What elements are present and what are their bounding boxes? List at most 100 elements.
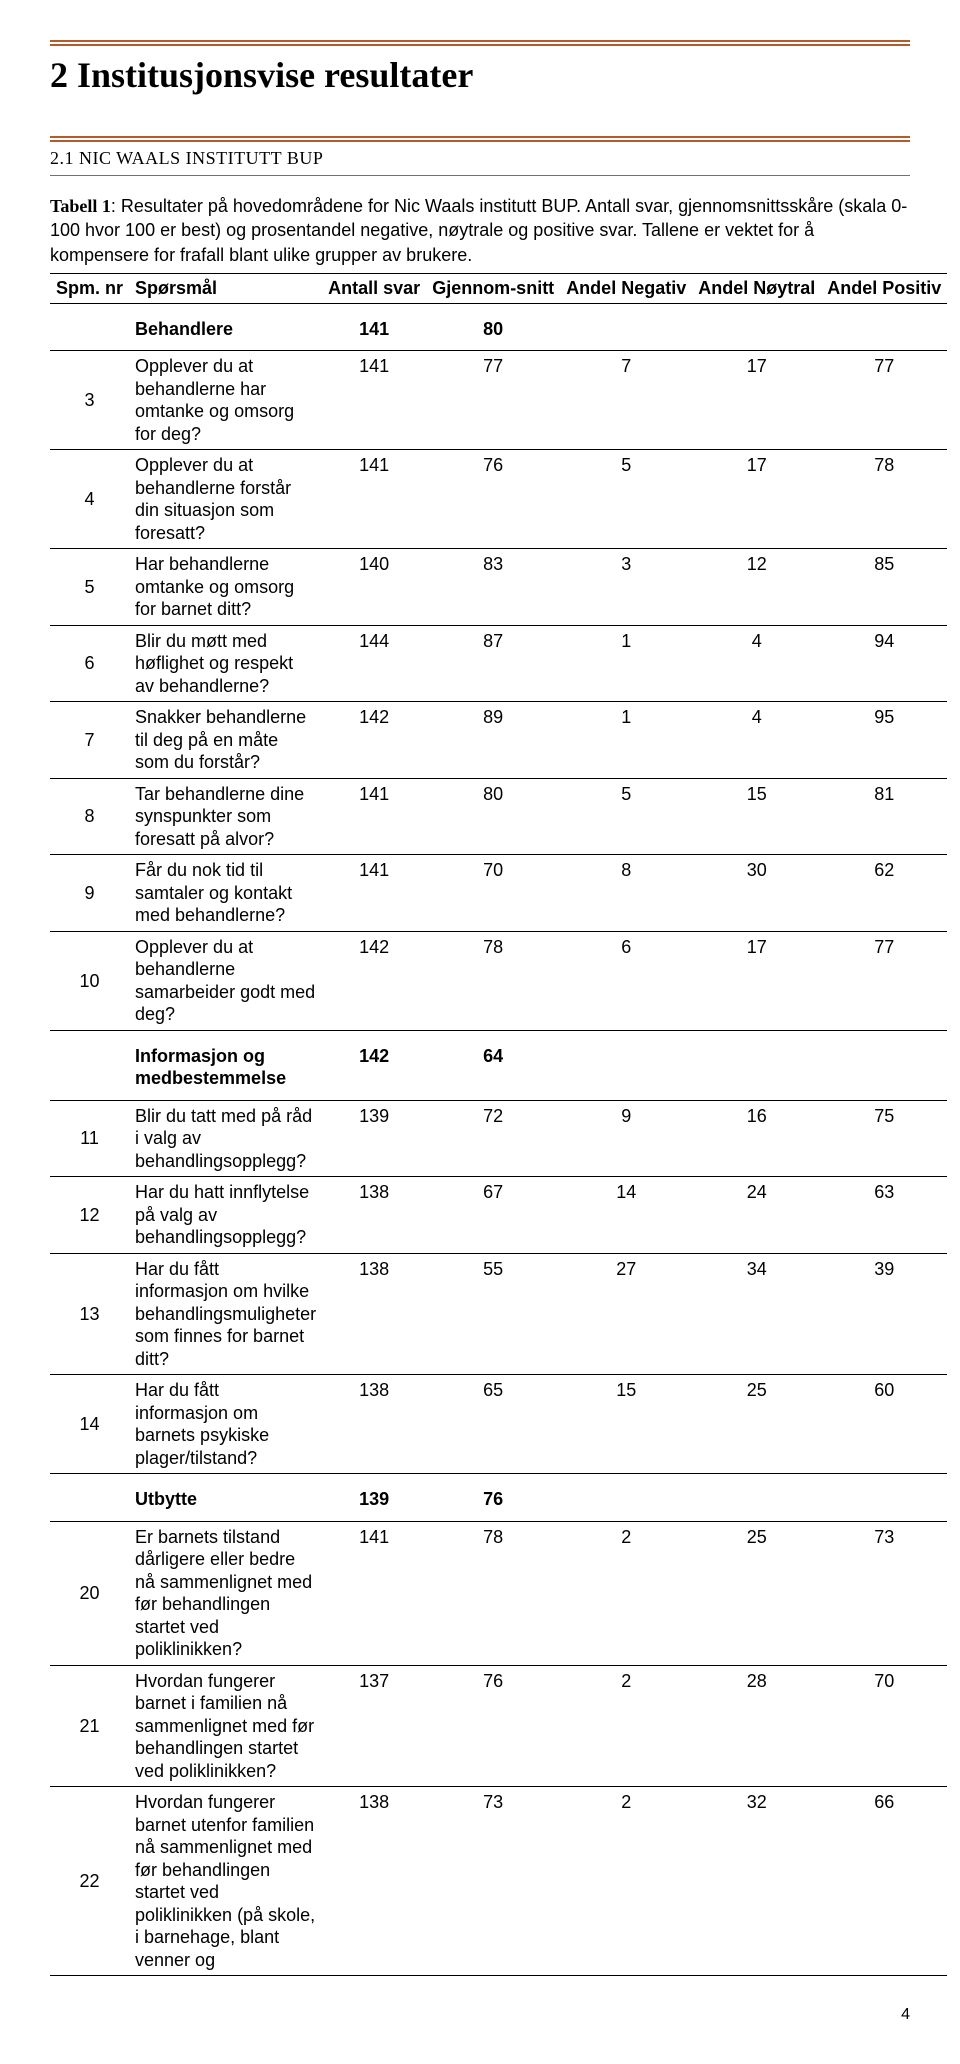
cell-question: Har behandlerne omtanke og omsorg for ba… bbox=[129, 549, 322, 626]
cell-negativ: 7 bbox=[560, 351, 692, 450]
cell-antall: 137 bbox=[322, 1665, 426, 1787]
cell-empty bbox=[560, 303, 692, 351]
section-subtitle: 2.1 NIC WAALS INSTITUTT BUP bbox=[50, 136, 910, 176]
cell-snitt: 89 bbox=[426, 702, 560, 779]
cell-empty bbox=[692, 303, 821, 351]
cell-noytral: 17 bbox=[692, 450, 821, 549]
table-section-row: Utbytte13976 bbox=[50, 1474, 947, 1522]
cell-antall: 138 bbox=[322, 1375, 426, 1474]
cell-empty bbox=[692, 1474, 821, 1522]
section-snitt: 76 bbox=[426, 1474, 560, 1522]
cell-question: Hvordan fungerer barnet i familien nå sa… bbox=[129, 1665, 322, 1787]
cell-nr: 11 bbox=[50, 1100, 129, 1177]
cell-empty bbox=[50, 303, 129, 351]
table-row: 20Er barnets tilstand dårligere eller be… bbox=[50, 1521, 947, 1665]
table-row: 9Får du nok tid til samtaler og kontakt … bbox=[50, 855, 947, 932]
cell-noytral: 4 bbox=[692, 625, 821, 702]
cell-noytral: 17 bbox=[692, 931, 821, 1030]
cell-question: Opplever du at behandlerne forstår din s… bbox=[129, 450, 322, 549]
cell-empty bbox=[50, 1474, 129, 1522]
cell-positiv: 78 bbox=[821, 450, 947, 549]
table-row: 12Har du hatt innflytelse på valg av beh… bbox=[50, 1177, 947, 1254]
cell-snitt: 72 bbox=[426, 1100, 560, 1177]
cell-nr: 12 bbox=[50, 1177, 129, 1254]
cell-nr: 10 bbox=[50, 931, 129, 1030]
cell-noytral: 25 bbox=[692, 1521, 821, 1665]
cell-noytral: 12 bbox=[692, 549, 821, 626]
cell-negativ: 14 bbox=[560, 1177, 692, 1254]
cell-snitt: 77 bbox=[426, 351, 560, 450]
table-row: 8Tar behandlerne dine synspunkter som fo… bbox=[50, 778, 947, 855]
cell-antall: 141 bbox=[322, 1521, 426, 1665]
page-title: 2 Institusjonsvise resultater bbox=[50, 40, 910, 96]
cell-empty bbox=[692, 1030, 821, 1100]
cell-antall: 142 bbox=[322, 702, 426, 779]
cell-positiv: 73 bbox=[821, 1521, 947, 1665]
cell-positiv: 95 bbox=[821, 702, 947, 779]
section-title: Informasjon og medbestemmelse bbox=[129, 1030, 322, 1100]
cell-empty bbox=[821, 1474, 947, 1522]
cell-antall: 138 bbox=[322, 1787, 426, 1976]
cell-empty bbox=[560, 1030, 692, 1100]
table-row: 6Blir du møtt med høflighet og respekt a… bbox=[50, 625, 947, 702]
cell-antall: 141 bbox=[322, 351, 426, 450]
col-antall: Antall svar bbox=[322, 273, 426, 303]
cell-negativ: 15 bbox=[560, 1375, 692, 1474]
cell-negativ: 2 bbox=[560, 1665, 692, 1787]
cell-noytral: 17 bbox=[692, 351, 821, 450]
cell-question: Har du fått informasjon om barnets psyki… bbox=[129, 1375, 322, 1474]
page-number: 4 bbox=[50, 2006, 910, 2024]
cell-positiv: 63 bbox=[821, 1177, 947, 1254]
section-snitt: 64 bbox=[426, 1030, 560, 1100]
cell-question: Opplever du at behandlerne har omtanke o… bbox=[129, 351, 322, 450]
table-row: 3Opplever du at behandlerne har omtanke … bbox=[50, 351, 947, 450]
cell-question: Har du hatt innflytelse på valg av behan… bbox=[129, 1177, 322, 1254]
cell-noytral: 28 bbox=[692, 1665, 821, 1787]
table-row: 4Opplever du at behandlerne forstår din … bbox=[50, 450, 947, 549]
table-caption-label: Tabell 1 bbox=[50, 196, 111, 216]
section-antall: 142 bbox=[322, 1030, 426, 1100]
table-section-row: Informasjon og medbestemmelse14264 bbox=[50, 1030, 947, 1100]
col-noytral: Andel Nøytral bbox=[692, 273, 821, 303]
table-section-row: Behandlere14180 bbox=[50, 303, 947, 351]
cell-antall: 144 bbox=[322, 625, 426, 702]
cell-positiv: 94 bbox=[821, 625, 947, 702]
table-row: 10Opplever du at behandlerne samarbeider… bbox=[50, 931, 947, 1030]
cell-antall: 141 bbox=[322, 778, 426, 855]
section-title: Utbytte bbox=[129, 1474, 322, 1522]
cell-positiv: 70 bbox=[821, 1665, 947, 1787]
cell-nr: 21 bbox=[50, 1665, 129, 1787]
cell-positiv: 77 bbox=[821, 931, 947, 1030]
cell-positiv: 62 bbox=[821, 855, 947, 932]
cell-noytral: 24 bbox=[692, 1177, 821, 1254]
col-negativ: Andel Negativ bbox=[560, 273, 692, 303]
cell-negativ: 8 bbox=[560, 855, 692, 932]
cell-snitt: 87 bbox=[426, 625, 560, 702]
cell-snitt: 67 bbox=[426, 1177, 560, 1254]
cell-negativ: 5 bbox=[560, 778, 692, 855]
cell-question: Opplever du at behandlerne samarbeider g… bbox=[129, 931, 322, 1030]
cell-negativ: 3 bbox=[560, 549, 692, 626]
cell-negativ: 27 bbox=[560, 1253, 692, 1375]
cell-negativ: 2 bbox=[560, 1787, 692, 1976]
cell-nr: 22 bbox=[50, 1787, 129, 1976]
table-row: 14Har du fått informasjon om barnets psy… bbox=[50, 1375, 947, 1474]
cell-nr: 3 bbox=[50, 351, 129, 450]
cell-snitt: 70 bbox=[426, 855, 560, 932]
cell-snitt: 65 bbox=[426, 1375, 560, 1474]
cell-antall: 138 bbox=[322, 1253, 426, 1375]
cell-question: Er barnets tilstand dårligere eller bedr… bbox=[129, 1521, 322, 1665]
cell-question: Har du fått informasjon om hvilke behand… bbox=[129, 1253, 322, 1375]
cell-positiv: 85 bbox=[821, 549, 947, 626]
results-table: Spm. nr Spørsmål Antall svar Gjennom-sni… bbox=[50, 273, 947, 1977]
cell-question: Blir du tatt med på råd i valg av behand… bbox=[129, 1100, 322, 1177]
cell-nr: 13 bbox=[50, 1253, 129, 1375]
col-question: Spørsmål bbox=[129, 273, 322, 303]
cell-antall: 138 bbox=[322, 1177, 426, 1254]
cell-positiv: 66 bbox=[821, 1787, 947, 1976]
cell-noytral: 34 bbox=[692, 1253, 821, 1375]
section-snitt: 80 bbox=[426, 303, 560, 351]
cell-snitt: 78 bbox=[426, 1521, 560, 1665]
cell-snitt: 80 bbox=[426, 778, 560, 855]
cell-question: Blir du møtt med høflighet og respekt av… bbox=[129, 625, 322, 702]
